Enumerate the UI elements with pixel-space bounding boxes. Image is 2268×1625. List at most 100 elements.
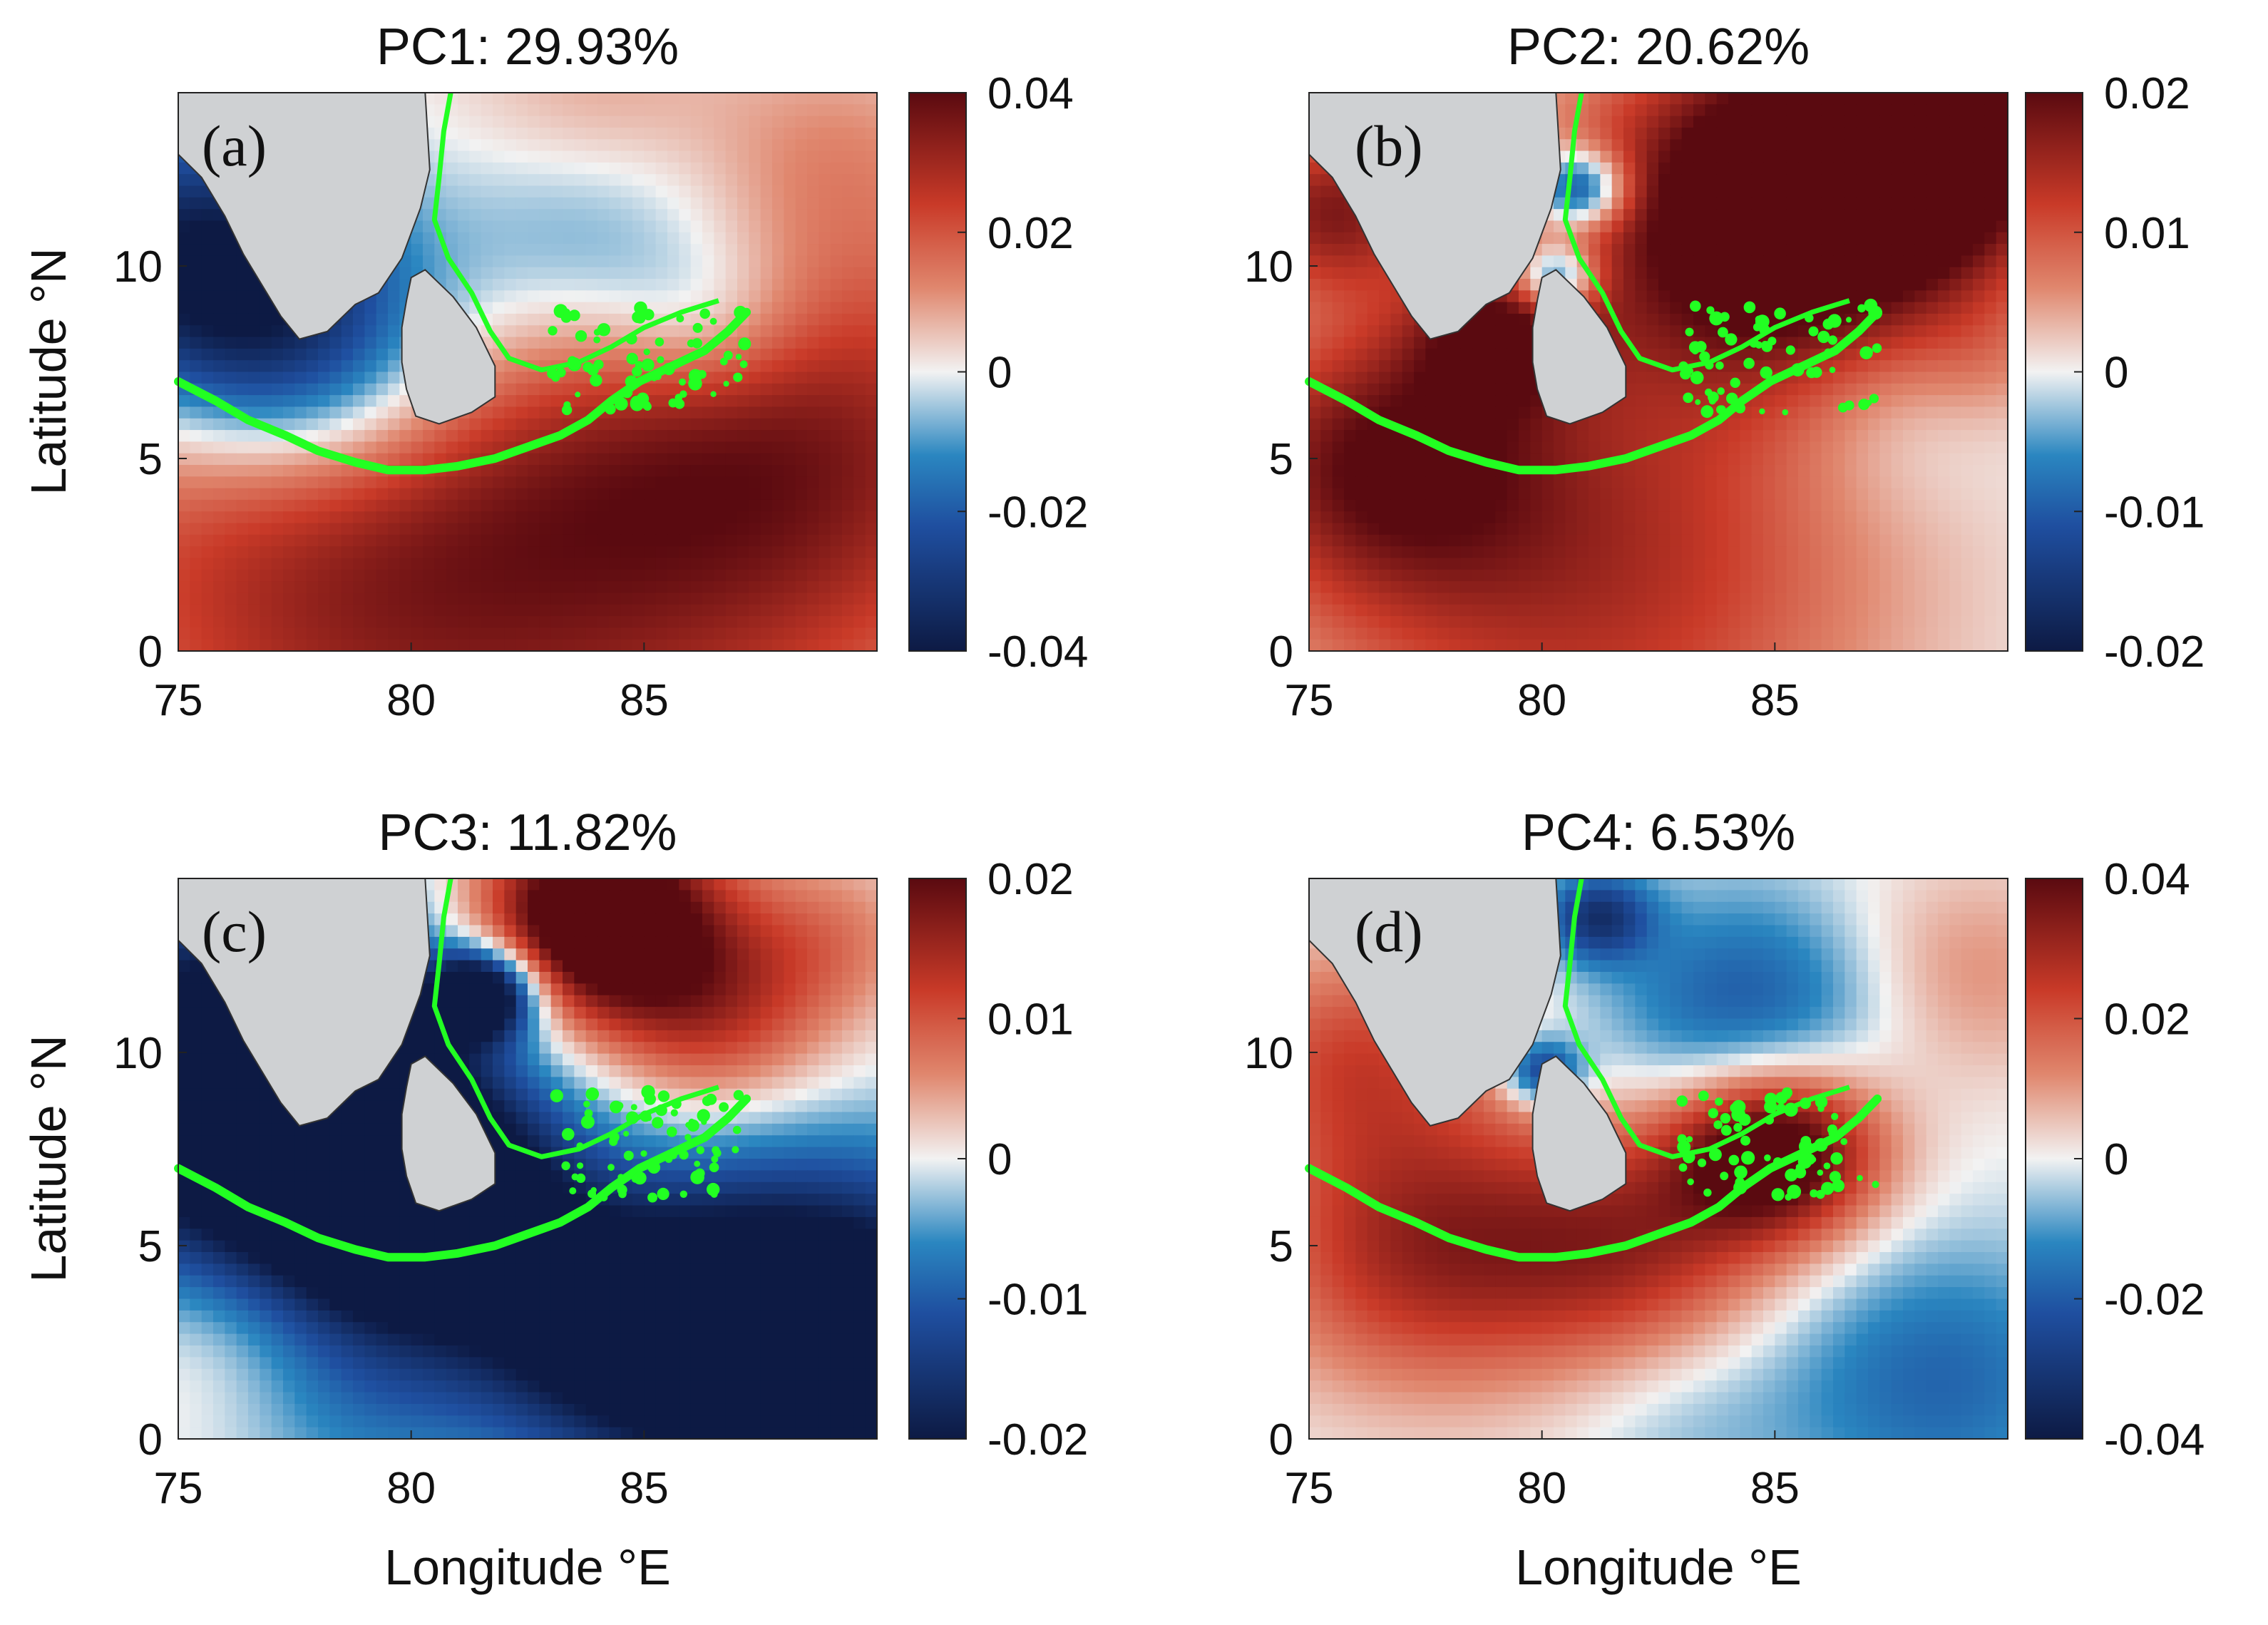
panel-a-cell: [749, 499, 761, 512]
panel-a-cell: [749, 360, 761, 373]
panel-a-cell: [271, 395, 284, 408]
panel-a-cell: [563, 581, 575, 594]
panel-b-cell: [1576, 430, 1589, 442]
panel-a-cell: [714, 139, 727, 152]
panel-a-cell: [341, 360, 354, 373]
panel-a-cell: [364, 371, 377, 384]
panel-b-cell: [1635, 174, 1648, 187]
panel-b-cell: [1449, 371, 1461, 384]
panel-a-cell: [469, 244, 482, 256]
panel-a-cell: [423, 558, 435, 570]
panel-b-cell: [1390, 302, 1403, 314]
panel-a-cell: [399, 511, 412, 524]
panel-a-cell: [248, 360, 260, 373]
panel-a-cell: [190, 453, 202, 466]
panel-b-cell: [1751, 255, 1764, 268]
panel-b-cell: [1844, 185, 1857, 198]
panel-a-cell: [702, 162, 714, 175]
panel-a-cell: [737, 465, 749, 477]
panel-a-cell: [376, 290, 389, 303]
panel-a-cell: [515, 418, 528, 431]
panel-a-cell: [667, 430, 679, 442]
panel-a-cell: [795, 244, 808, 256]
panel-a-cell: [225, 476, 237, 489]
panel-a-cell: [236, 581, 249, 594]
panel-a-cell: [423, 499, 435, 512]
panel-a-cell: [865, 476, 878, 489]
panel-b-cell: [1705, 139, 1718, 152]
panel-a-cell: [563, 453, 575, 466]
panel-a-cell: [353, 569, 365, 582]
panel-b-cell: [1833, 244, 1845, 256]
panel-b-cell: [1309, 174, 1321, 187]
panel-a-cell: [865, 441, 878, 454]
panel-b-cell: [1320, 244, 1333, 256]
panel-b-cell: [1740, 93, 1753, 105]
panel-b-cell: [1402, 395, 1415, 408]
panel-a-cell: [563, 604, 575, 617]
panel-a-cell: [201, 499, 214, 512]
panel-a-contour-speck: [699, 308, 710, 319]
panel-b-cell: [1658, 232, 1671, 245]
panel-b-cell: [1833, 127, 1845, 140]
panel-b-cell: [1949, 232, 1962, 245]
panel-a-cell: [597, 255, 610, 268]
panel-a-cell: [341, 511, 354, 524]
panel-b-cell: [1472, 430, 1484, 442]
panel-b-cell: [1833, 441, 1845, 454]
panel-a-cell: [515, 406, 528, 419]
panel-b-cell: [1833, 453, 1845, 466]
panel-a-cell: [399, 581, 412, 594]
panel-a-cell: [201, 406, 214, 419]
panel-a-cell: [225, 546, 237, 559]
panel-a-cell: [563, 569, 575, 582]
panel-b-cell: [1751, 150, 1764, 163]
panel-a-cell: [667, 337, 679, 349]
panel-a-cell: [609, 348, 622, 361]
panel-b-cell: [1914, 418, 1927, 431]
panel-b-cell: [1309, 162, 1321, 175]
panel-b-cell: [1541, 441, 1554, 454]
panel-b-cell: [1949, 290, 1962, 303]
panel-b-cell: [1705, 279, 1718, 291]
panel-b-cell: [1658, 418, 1671, 431]
panel-a-cell: [458, 581, 470, 594]
panel-a-cell: [399, 593, 412, 605]
panel-a-cell: [341, 639, 354, 652]
panel-a-cell: [411, 430, 424, 442]
panel-b-cell: [1996, 406, 2008, 419]
panel-a-cell: [271, 360, 284, 373]
panel-b-cell: [1589, 476, 1601, 489]
panel-a-cell: [493, 220, 505, 233]
panel-a-cell: [819, 325, 831, 338]
panel-a-cell: [504, 139, 517, 152]
panel-b-cell: [1879, 453, 1892, 466]
panel-a-cell: [248, 488, 260, 501]
panel-a-cell: [620, 569, 633, 582]
panel-b-cell: [1798, 406, 1810, 419]
panel-a-cell: [318, 604, 330, 617]
panel-b-cell: [1460, 348, 1473, 361]
panel-a-cell: [563, 488, 575, 501]
panel-a-cell: [807, 174, 819, 187]
panel-a-cell: [271, 499, 284, 512]
panel-a-cell: [702, 465, 714, 477]
panel-b-cell: [1693, 220, 1705, 233]
panel-b-cell: [1938, 174, 1950, 187]
panel-b-cell: [1705, 185, 1718, 198]
panel-a-cell: [795, 267, 808, 280]
panel-a-cell: [690, 534, 703, 547]
panel-b-cell: [1414, 371, 1426, 384]
panel-a-cell: [469, 534, 482, 547]
panel-b-cell: [1786, 209, 1799, 222]
panel-a-cell: [679, 511, 692, 524]
panel-a-cell: [597, 220, 610, 233]
panel-a-cell: [632, 209, 645, 222]
panel-a-cell: [807, 185, 819, 198]
panel-a-cell: [679, 279, 692, 291]
panel-a-cell: [388, 395, 400, 408]
panel-b-cell: [1961, 279, 1974, 291]
panel-a-contour-speck: [597, 323, 611, 337]
panel-a-cell: [784, 139, 796, 152]
panel-b-cell: [1320, 453, 1333, 466]
